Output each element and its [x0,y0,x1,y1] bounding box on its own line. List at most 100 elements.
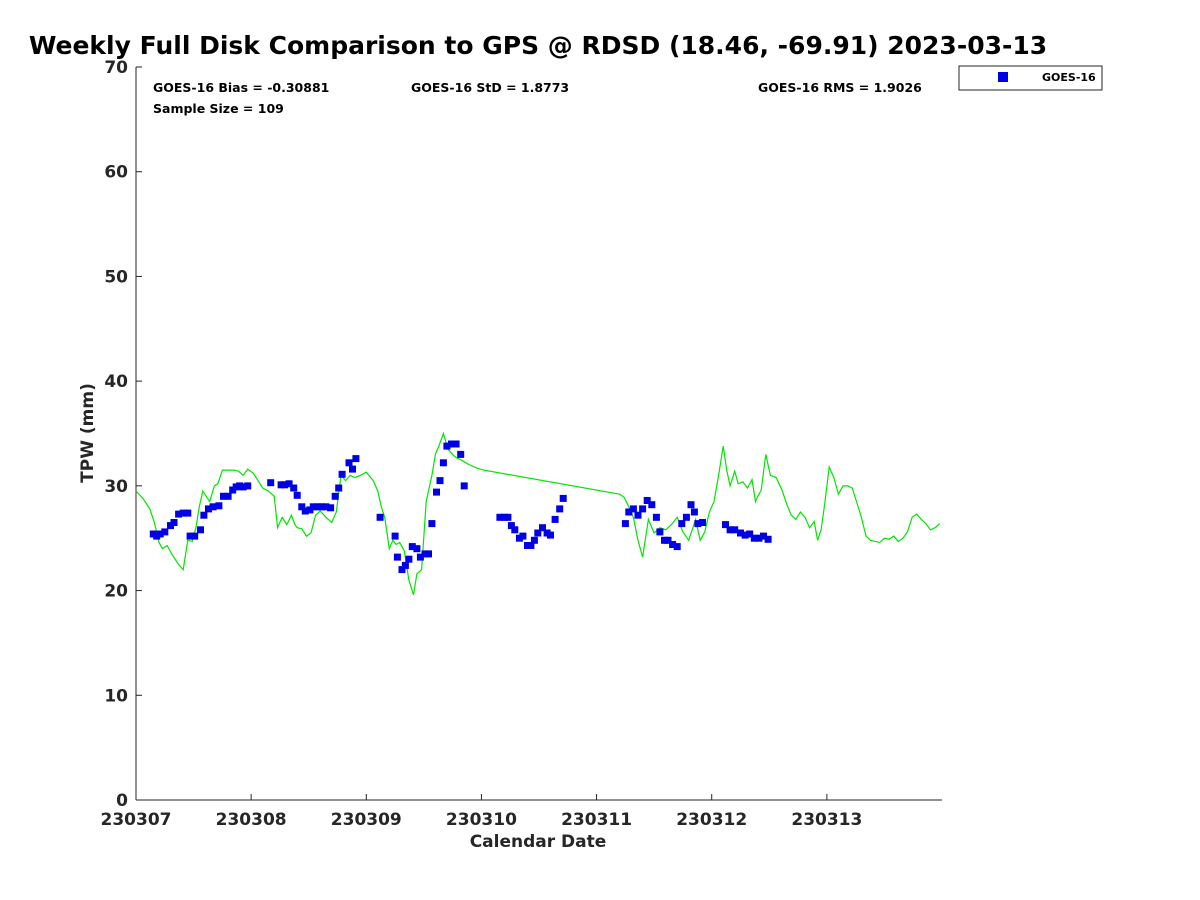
goes16-point [682,513,690,521]
goes16-point [511,526,519,534]
x-tick-label: 230310 [446,810,517,830]
goes16-point [345,459,353,467]
goes16-point [648,501,656,509]
goes16-point [629,505,637,513]
goes16-point [393,553,401,561]
goes16-point [625,508,633,516]
goes16-point [559,494,567,502]
goes16-point [349,465,356,473]
goes16-point [673,543,681,551]
goes16-point [376,513,384,521]
goes16-point [652,513,660,521]
goes16-point [460,482,468,490]
goes16-point [184,509,192,517]
goes16-point [197,526,204,534]
goes16-point [290,484,298,492]
y-ticks: 0 10 20 30 40 50 60 70 [104,58,142,811]
y-tick-label: 50 [104,267,128,287]
goes16-point [179,509,187,517]
y-tick-label: 20 [104,582,128,602]
goes16-point [439,459,447,467]
legend: GOES-16 [958,65,1103,91]
goes16-point [175,510,183,518]
y-tick-label: 40 [104,372,128,392]
goes16-point [285,480,293,488]
goes16-point [317,503,325,511]
goes16-point [408,543,416,551]
goes16-point [239,483,247,491]
goes16-point [726,526,734,534]
goes16-point [448,440,455,448]
gps-series-line [135,431,941,595]
goes16-point [205,505,212,513]
x-ticks: 230307 230308 230309 230310 230311 230312 2303… [101,794,862,830]
goes16-point [322,503,330,511]
chart-title: Weekly Full Disk Comparison to GPS @ RDS… [29,31,1047,60]
legend-box [958,65,1103,91]
goes16-point [496,513,504,521]
goes16-point [678,520,686,528]
goes16-point [161,528,169,536]
goes16-point [519,532,527,540]
goes16-point [750,534,758,542]
x-tick-label: 230308 [216,810,287,830]
goes16-point [398,566,406,574]
goes16-point [200,511,208,519]
rms-stat: GOES-16 RMS = 1.9026 [758,80,922,95]
goes16-point [530,536,538,544]
std-stat: GOES-16 StD = 1.8773 [411,80,569,95]
goes16-point [425,550,432,558]
goes16-point [534,529,542,537]
goes16-point [443,442,451,450]
y-tick-label: 70 [104,58,128,78]
goes16-point [191,532,199,540]
goes16-point [413,545,421,553]
goes16-point [267,479,275,487]
goes16-point [224,492,232,500]
goes16-point [741,531,749,539]
goes16-point [457,450,465,458]
goes16-point [694,520,702,528]
y-tick-label: 30 [104,477,128,497]
goes16-point [215,502,223,510]
goes16-point [504,513,512,521]
goes16-point [338,470,346,478]
y-tick-label: 0 [116,791,128,811]
goes16-point [391,532,399,540]
x-tick-label: 230309 [331,810,402,830]
x-tick-label: 230311 [561,810,632,830]
goes16-point [639,505,647,513]
goes16-point [643,497,651,504]
goes16-point [690,508,698,516]
goes16-point [209,503,217,511]
goes16-point [664,536,672,544]
legend-label-goes16: GOES-16 [1042,71,1096,84]
goes16-point [405,555,413,563]
sample-size-stat: Sample Size = 109 [153,101,284,116]
x-axis-label: Calendar Date [470,832,607,852]
goes16-point [452,440,460,448]
goes16-point [551,515,559,523]
goes16-point [293,491,301,499]
goes16-point [335,484,343,492]
goes16-point [186,532,194,540]
goes16-point [416,553,424,561]
goes16-point [687,501,695,509]
goes16-point [755,534,763,542]
goes16-point [722,521,729,529]
goes16-point [156,530,164,538]
goes16-point [764,535,772,543]
goes16-point [301,507,309,515]
x-tick-label: 230312 [676,810,747,830]
x-tick-label: 230307 [101,810,172,830]
goes16-point [298,503,306,511]
goes16-point [539,524,546,532]
goes16-point [281,481,288,489]
goes16-point [699,519,706,526]
goes16-point [428,520,436,528]
goes16-point [669,541,677,548]
goes16-point [331,492,339,500]
y-tick-label: 10 [104,686,128,706]
goes16-point [656,528,664,536]
